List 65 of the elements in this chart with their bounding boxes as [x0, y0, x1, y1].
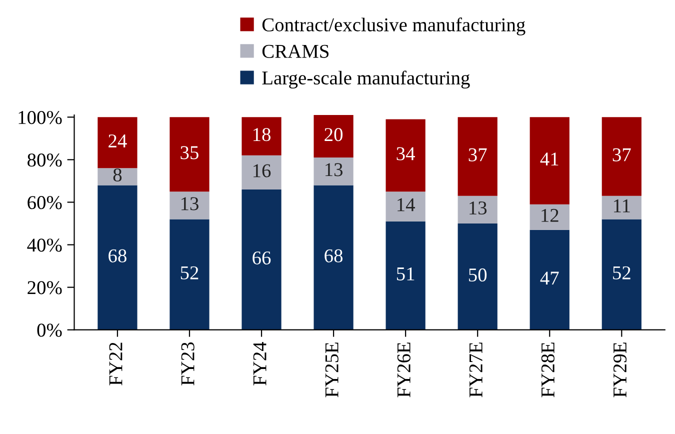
data-label: 24 — [108, 134, 127, 148]
bar — [602, 117, 642, 196]
bar — [170, 117, 210, 192]
x-tick-label: FY25E — [325, 342, 338, 398]
bar — [458, 223, 498, 330]
legend-label: CRAMS — [262, 44, 329, 58]
x-tick-label: FY24 — [253, 342, 266, 386]
data-label: 18 — [254, 128, 270, 142]
data-label: 34 — [396, 147, 415, 160]
data-label: 52 — [613, 266, 630, 280]
y-tick-label: 0% — [37, 324, 62, 337]
bar — [98, 185, 138, 330]
data-label: 16 — [254, 164, 271, 178]
x-tick-label: FY27E — [469, 342, 482, 398]
data-label: 14 — [398, 198, 415, 212]
data-label: 66 — [252, 251, 271, 265]
data-label: 47 — [540, 272, 559, 285]
bar — [530, 204, 570, 230]
data-label: 51 — [396, 267, 414, 280]
data-label: 12 — [542, 208, 558, 222]
data-label: 35 — [180, 146, 198, 160]
bar — [242, 117, 282, 156]
data-label: 50 — [469, 268, 487, 282]
bar — [242, 189, 282, 330]
x-tick-label: FY28E — [541, 342, 554, 398]
data-label: 68 — [324, 249, 343, 262]
legend-label: Large-scale manufacturing — [262, 70, 470, 89]
data-label: 13 — [470, 201, 487, 215]
data-label: 13 — [181, 197, 198, 210]
x-tick-label: FY22 — [109, 342, 122, 386]
data-label: 8 — [113, 168, 122, 182]
bar — [386, 192, 426, 222]
data-label: 37 — [612, 148, 631, 162]
data-label: 41 — [540, 152, 558, 166]
bar — [602, 196, 642, 220]
legend-label: Contract/exclusive manufacturing — [262, 18, 526, 36]
bar — [386, 221, 426, 330]
data-label: 52 — [180, 266, 198, 280]
bar — [530, 117, 570, 204]
y-tick-label: 60% — [28, 196, 62, 210]
bar — [242, 155, 282, 190]
y-tick-label: 80% — [28, 153, 62, 167]
y-tick-label: 20% — [28, 281, 62, 294]
bar — [458, 117, 498, 196]
data-label: 20 — [324, 128, 343, 142]
bar — [458, 196, 498, 224]
bar — [98, 168, 138, 186]
bar — [386, 119, 426, 192]
data-label: 37 — [468, 148, 487, 162]
bar — [314, 185, 354, 330]
bar — [314, 158, 354, 186]
bar — [170, 219, 210, 330]
data-label: 11 — [614, 199, 630, 212]
y-tick-label: 100% — [18, 110, 62, 124]
bar — [530, 230, 570, 330]
x-tick-label: FY26E — [397, 342, 410, 398]
data-label: 13 — [326, 163, 343, 176]
bar — [98, 117, 138, 168]
data-label: 68 — [108, 249, 126, 262]
x-tick-label: FY23 — [181, 342, 194, 386]
y-tick-label: 40% — [27, 238, 62, 252]
x-tick-label: FY29E — [613, 342, 627, 398]
bar — [170, 192, 210, 220]
bar — [602, 219, 642, 330]
bar — [314, 115, 354, 158]
